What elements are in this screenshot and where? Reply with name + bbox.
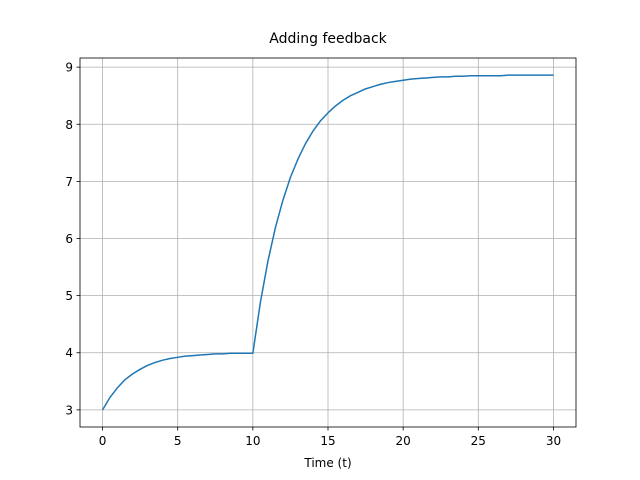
line-series: [101, 74, 554, 411]
chart-title: Adding feedback: [269, 31, 387, 47]
x-tick-label: 25: [471, 434, 486, 448]
x-axis-label: Time (t): [303, 456, 351, 470]
x-tick-label: 15: [320, 434, 335, 448]
x-tick-label: 5: [174, 434, 182, 448]
y-tick-label: 6: [65, 232, 73, 246]
plot-frame: [79, 57, 577, 428]
y-tick-label: 3: [65, 403, 73, 417]
x-tick-label: 30: [546, 434, 561, 448]
y-tick-label: 4: [65, 346, 73, 360]
y-tick-label: 7: [65, 175, 73, 189]
y-tick-label: 5: [65, 289, 73, 303]
y-tick-label: 9: [65, 61, 73, 75]
x-tick-label: 0: [99, 434, 107, 448]
x-tick-label: 10: [245, 434, 260, 448]
x-tick-label: 20: [396, 434, 411, 448]
y-tick-label: 8: [65, 118, 73, 132]
